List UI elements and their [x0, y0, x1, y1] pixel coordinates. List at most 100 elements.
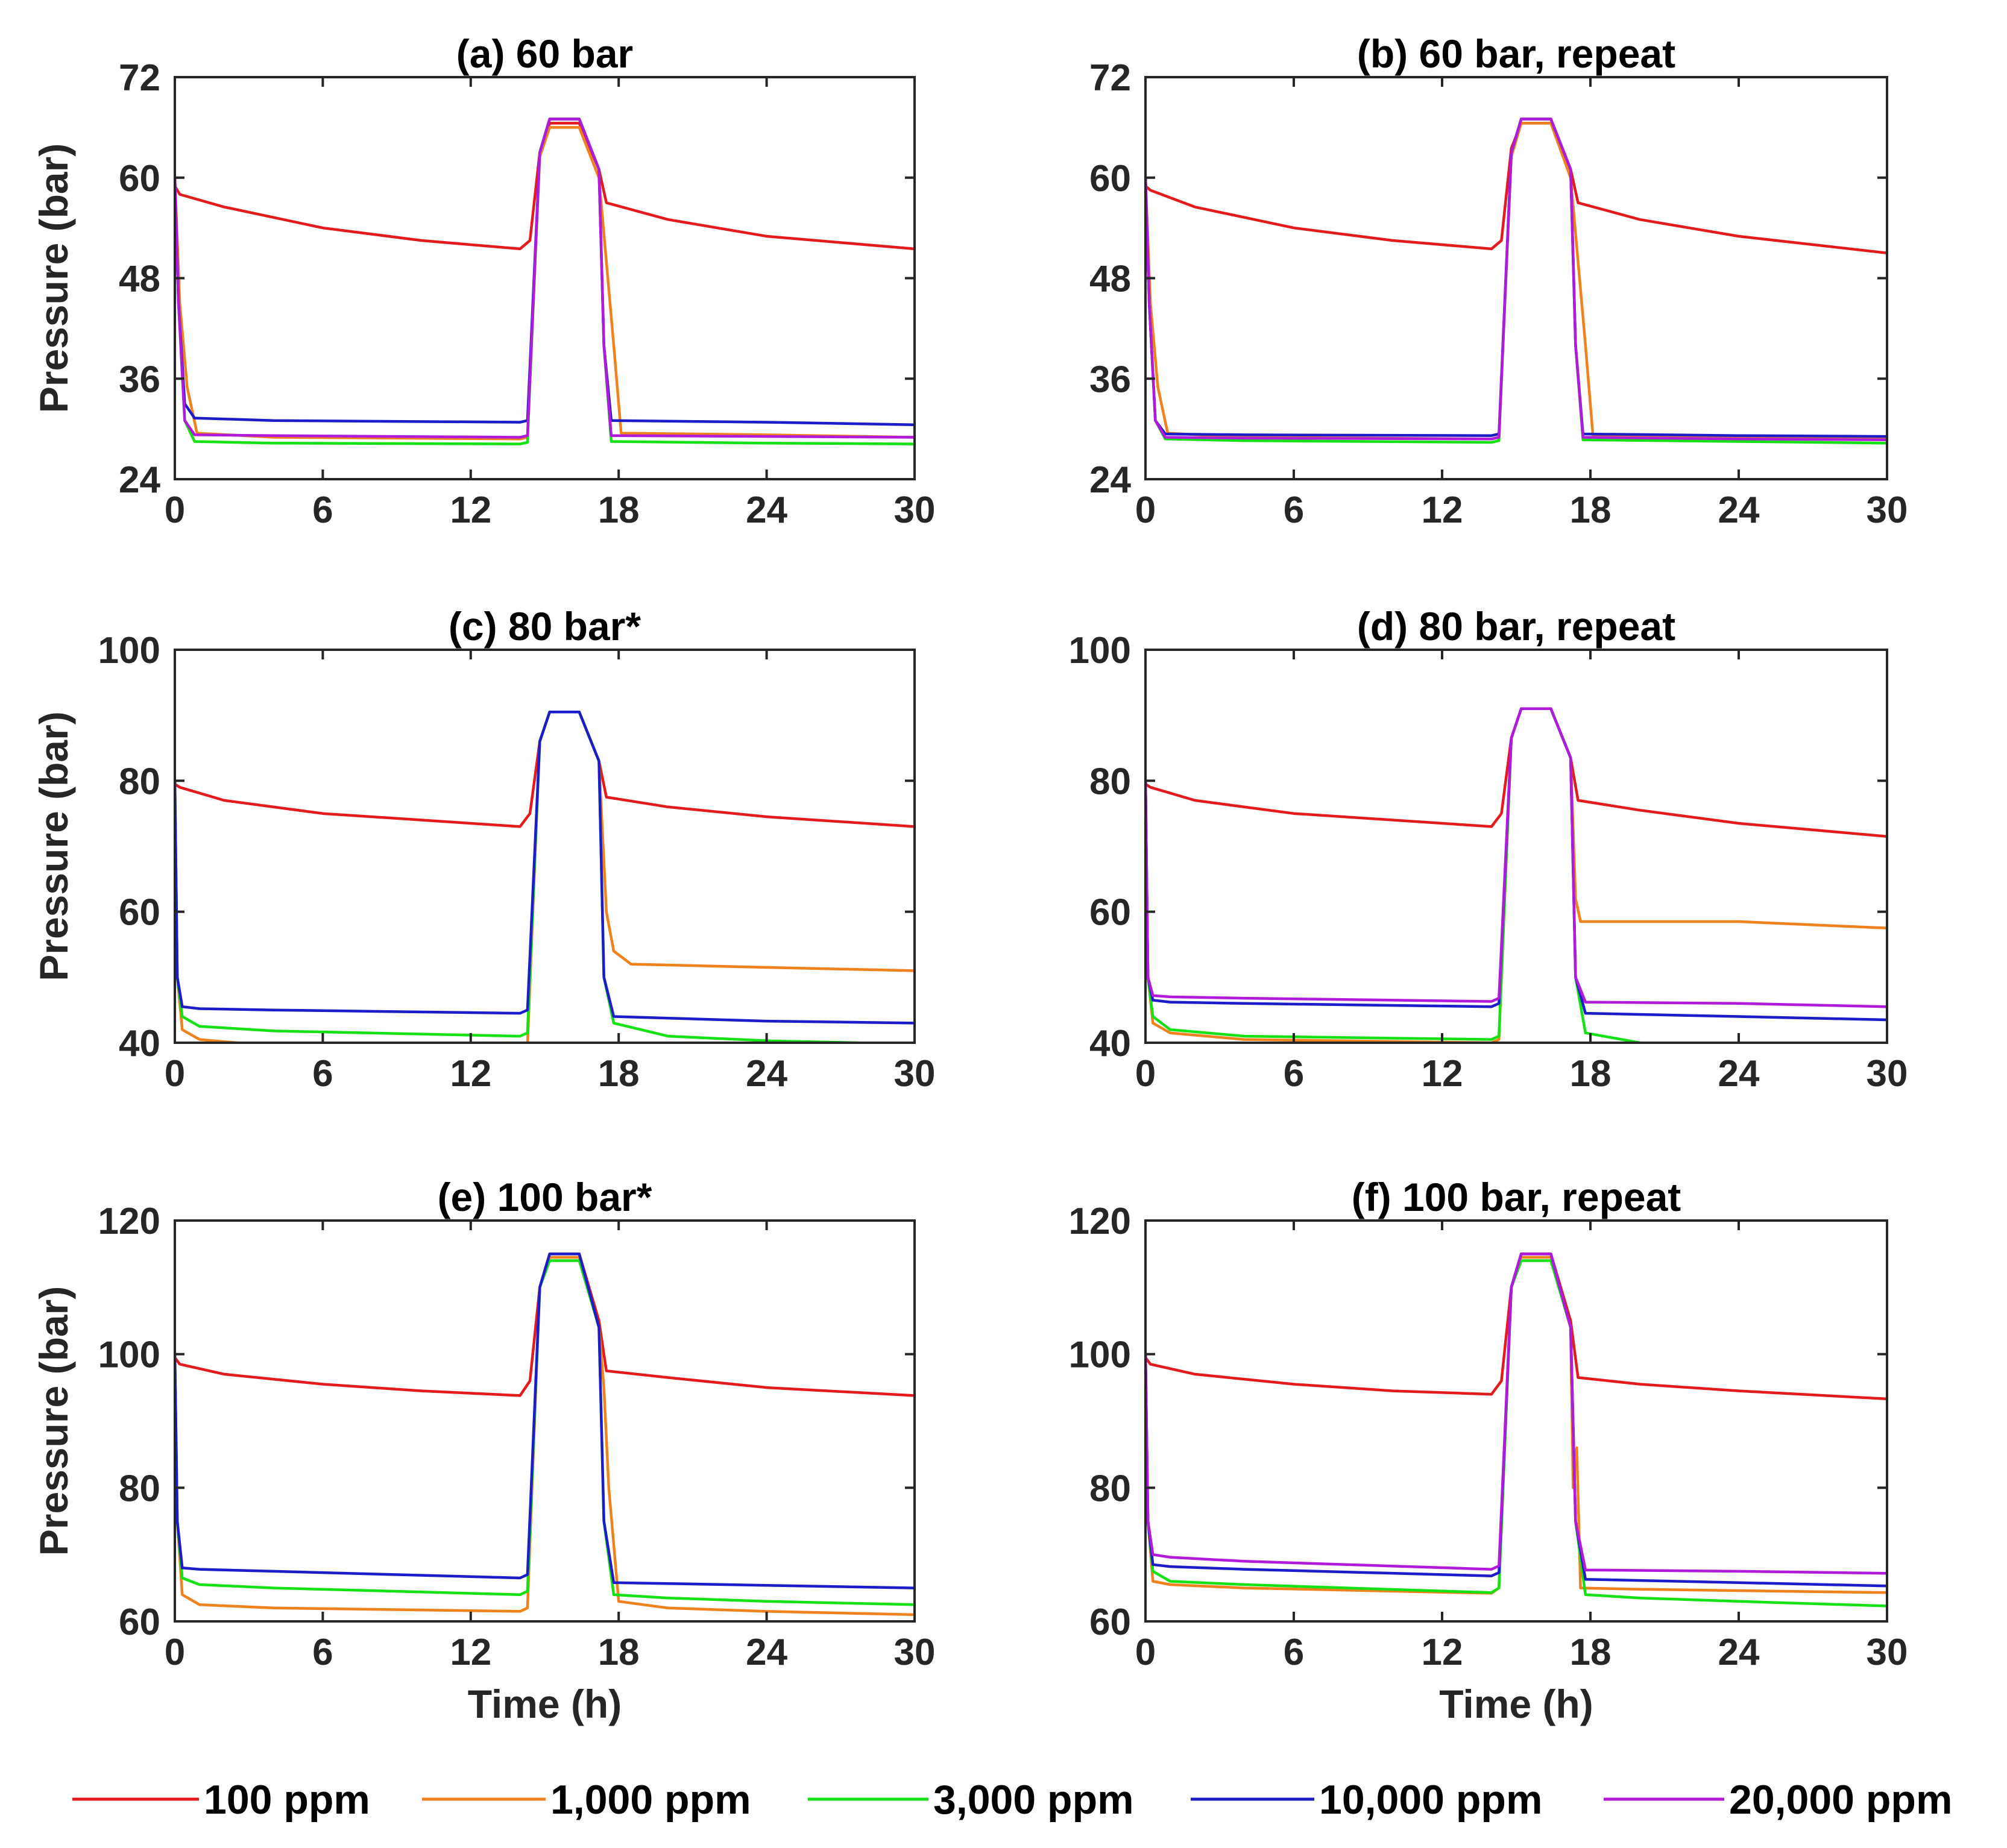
series-line-20000ppmppm-panel-f — [1145, 1252, 1887, 1575]
y-tick-label: 60 — [119, 892, 160, 934]
y-axis-label-c: Pressure (bar) — [31, 711, 76, 981]
legend-label-100ppm: 100 ppm — [204, 1777, 370, 1823]
x-tick-label: 24 — [1718, 1053, 1760, 1095]
legend-entry-10000ppm: 10,000 ppm — [1191, 1777, 1542, 1823]
x-tick-label: 18 — [598, 1053, 640, 1095]
legend-label-1000ppm: 1,000 ppm — [550, 1777, 751, 1823]
legend-label-3000ppm: 3,000 ppm — [933, 1777, 1134, 1823]
plot-frame-c — [174, 649, 916, 1044]
x-axis-label-f: Time (h) — [1439, 1682, 1593, 1726]
panel-c: 0 6 12 18 24 30 40 60 80 100 (c) 80 bar* Pressure (… — [31, 604, 935, 1095]
x-tick-label: 24 — [746, 489, 787, 531]
x-tick-label: 12 — [450, 489, 491, 531]
panel-title-e: (e) 100 bar* — [438, 1175, 652, 1219]
y-tick-label: 80 — [1089, 1468, 1131, 1509]
x-tick-label: 6 — [1284, 489, 1304, 531]
x-tick-label: 0 — [165, 1053, 185, 1095]
series-line-10000ppmppm-panel-b — [1145, 118, 1887, 438]
x-tick-label: 30 — [1867, 1053, 1908, 1095]
x-tick-label: 30 — [894, 489, 936, 531]
y-tick-label: 48 — [1089, 259, 1131, 300]
y-tick-label: 24 — [119, 459, 160, 501]
series-line-1000ppmppm-panel-c — [175, 710, 915, 1043]
series-line-100ppmppm-panel-d — [1145, 707, 1887, 838]
x-tick-label: 18 — [598, 1632, 640, 1673]
y-tick-label: 36 — [119, 359, 160, 400]
x-tick-label: 24 — [746, 1632, 787, 1673]
panel-title-d: (d) 80 bar, repeat — [1357, 604, 1675, 649]
series-line-3000ppmppm-panel-c — [175, 710, 915, 1043]
legend-label-10000ppm: 10,000 ppm — [1319, 1777, 1542, 1823]
x-tick-label: 12 — [1422, 1632, 1463, 1673]
y-tick-label: 120 — [1069, 1201, 1131, 1242]
legend-entry-100ppm: 100 ppm — [72, 1777, 370, 1823]
x-tick-label: 12 — [1422, 489, 1463, 531]
x-tick-label: 12 — [450, 1632, 491, 1673]
y-tick-label: 48 — [119, 259, 160, 300]
y-tick-label: 100 — [1069, 630, 1131, 671]
series-line-20000ppmppm-panel-d — [1145, 707, 1887, 1008]
x-tick-label: 6 — [1284, 1632, 1304, 1673]
series-line-1000ppmppm-panel-b — [1145, 122, 1887, 441]
y-tick-label: 100 — [98, 630, 160, 671]
x-tick-label: 30 — [894, 1632, 936, 1673]
x-tick-label: 30 — [1867, 489, 1908, 531]
series-line-3000ppmppm-panel-f — [1145, 1259, 1887, 1608]
x-tick-label: 6 — [312, 1632, 333, 1673]
y-tick-label: 60 — [1089, 1601, 1131, 1643]
y-tick-label: 72 — [119, 57, 160, 99]
legend: 100 ppm 1,000 ppm 3,000 ppm 10,000 ppm 2… — [72, 1777, 1952, 1823]
series-group-f — [1145, 1252, 1887, 1608]
series-line-3000ppmppm-panel-b — [1145, 118, 1887, 445]
series-line-1000ppmppm-panel-a — [175, 126, 915, 441]
legend-entry-1000ppm: 1,000 ppm — [422, 1777, 751, 1823]
x-tick-label: 0 — [1135, 489, 1156, 531]
x-tick-label: 24 — [1718, 1632, 1760, 1673]
series-line-1000ppmppm-panel-d — [1145, 707, 1887, 1043]
x-axis-label-e: Time (h) — [468, 1682, 622, 1726]
series-line-10000ppmppm-panel-d — [1145, 707, 1887, 1022]
y-axis-label-a: Pressure (bar) — [31, 143, 76, 413]
y-tick-label: 24 — [1089, 459, 1131, 501]
panel-e: 0 6 12 18 24 30 60 80 100 120 (e) 100 bar* Pressure… — [31, 1175, 935, 1726]
y-tick-label: 60 — [1089, 158, 1131, 200]
panel-title-a: (a) 60 bar — [456, 31, 633, 76]
series-line-3000ppmppm-panel-e — [175, 1259, 915, 1606]
y-tick-label: 36 — [1089, 359, 1131, 400]
x-tick-label: 6 — [312, 1053, 333, 1095]
y-tick-label: 60 — [1089, 892, 1131, 934]
plot-frame-f — [1144, 1219, 1888, 1623]
series-line-1000ppmppm-panel-f — [1145, 1256, 1887, 1595]
series-group-d — [1145, 707, 1887, 1043]
legend-entry-3000ppm: 3,000 ppm — [808, 1777, 1134, 1823]
plot-frame-e — [174, 1219, 916, 1623]
series-line-1000ppmppm-panel-e — [175, 1256, 915, 1617]
x-tick-label: 0 — [1135, 1632, 1156, 1673]
y-axis-label-e: Pressure (bar) — [31, 1286, 76, 1556]
series-line-20000ppmppm-panel-b — [1145, 118, 1887, 441]
x-tick-label: 12 — [1422, 1053, 1463, 1095]
legend-label-20000ppm: 20,000 ppm — [1729, 1777, 1952, 1823]
x-tick-label: 18 — [1570, 489, 1612, 531]
y-tick-label: 80 — [119, 1468, 160, 1509]
x-tick-label: 18 — [598, 489, 640, 531]
series-group-e — [175, 1252, 915, 1617]
x-tick-label: 30 — [1867, 1632, 1908, 1673]
y-tick-label: 60 — [119, 158, 160, 200]
y-tick-label: 72 — [1089, 57, 1131, 99]
series-group-c — [175, 710, 915, 1043]
legend-entry-20000ppm: 20,000 ppm — [1604, 1777, 1952, 1823]
y-tick-label: 100 — [98, 1334, 160, 1376]
series-line-10000ppmppm-panel-e — [175, 1252, 915, 1589]
y-tick-label: 100 — [1069, 1334, 1131, 1376]
x-tick-label: 18 — [1570, 1053, 1612, 1095]
panel-d: 0 6 12 18 24 30 40 60 80 100 (d) 80 bar, repeat — [1069, 604, 1908, 1095]
series-line-10000ppmppm-panel-f — [1145, 1252, 1887, 1588]
y-tick-label: 80 — [119, 761, 160, 802]
series-line-10000ppmppm-panel-a — [175, 118, 915, 426]
x-tick-label: 30 — [894, 1053, 936, 1095]
plot-frame-d — [1144, 649, 1888, 1044]
y-tick-label: 120 — [98, 1201, 160, 1242]
